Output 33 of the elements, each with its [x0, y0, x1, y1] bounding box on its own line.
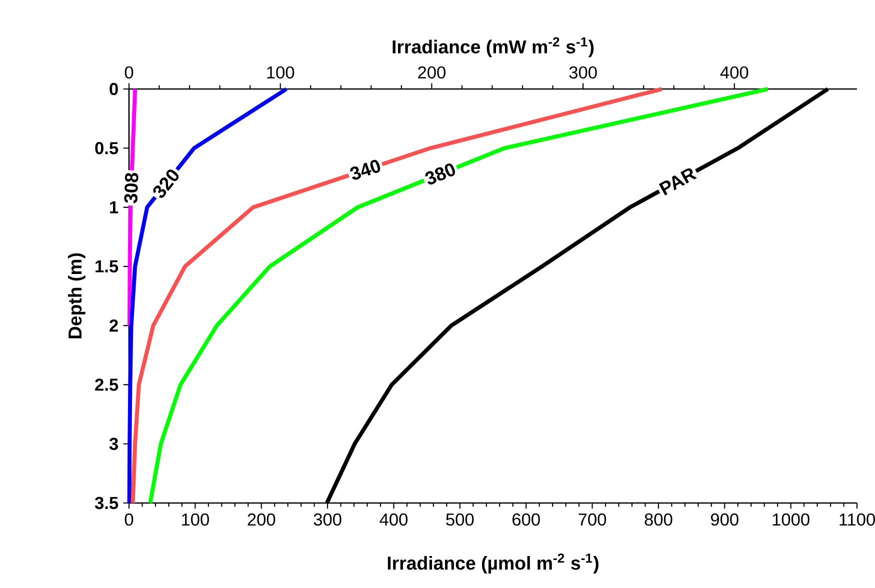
y-tick-label: 0 [110, 82, 118, 96]
x2-tick-label: 200 [418, 66, 446, 79]
x-tick-label: 900 [710, 513, 738, 526]
x2-axis-title: Irradiance (mW m$^{-2}$ s$^{-1}$) [392, 37, 594, 58]
x-axis-title: Irradiance (µmol m$^{-2}$ s$^{-1}$) [388, 553, 598, 574]
y-tick-label: 3 [109, 438, 118, 450]
x-tick-label: 1000 [772, 513, 810, 526]
x-tick-label: 0 [124, 513, 134, 526]
y-axis-title: Depth (m) [68, 253, 86, 338]
x2-tick-label: 300 [569, 66, 597, 79]
x-tick-label: 200 [248, 513, 276, 526]
x-tick-label: 500 [446, 513, 474, 526]
x-tick-label: 600 [512, 513, 540, 526]
y-tick-label: 0.5 [95, 142, 118, 154]
text: 380 [425, 164, 456, 184]
x2-tick-label: 0 [124, 66, 134, 79]
text: 340 [350, 160, 380, 180]
text: 320 [153, 170, 179, 198]
x-tick-label: 100 [182, 513, 209, 526]
x-tick-label: 700 [578, 513, 606, 526]
y-tick-label: 2 [110, 320, 118, 332]
y-tick-label: 1 [110, 201, 118, 214]
x2-tick-label: 400 [720, 66, 748, 79]
x-tick-label: 300 [314, 513, 342, 526]
text: 308 [124, 173, 138, 204]
x-tick-label: 1100 [840, 513, 875, 526]
y-tick-label: 3.5 [94, 496, 118, 510]
x-tick-label: 800 [644, 513, 672, 526]
text: PAR [658, 168, 698, 196]
y-tick-label: 1.5 [96, 260, 118, 272]
x2-tick-label: 100 [267, 66, 294, 79]
x-tick-label: 400 [380, 513, 408, 526]
y-tick-label: 2.5 [95, 378, 118, 391]
